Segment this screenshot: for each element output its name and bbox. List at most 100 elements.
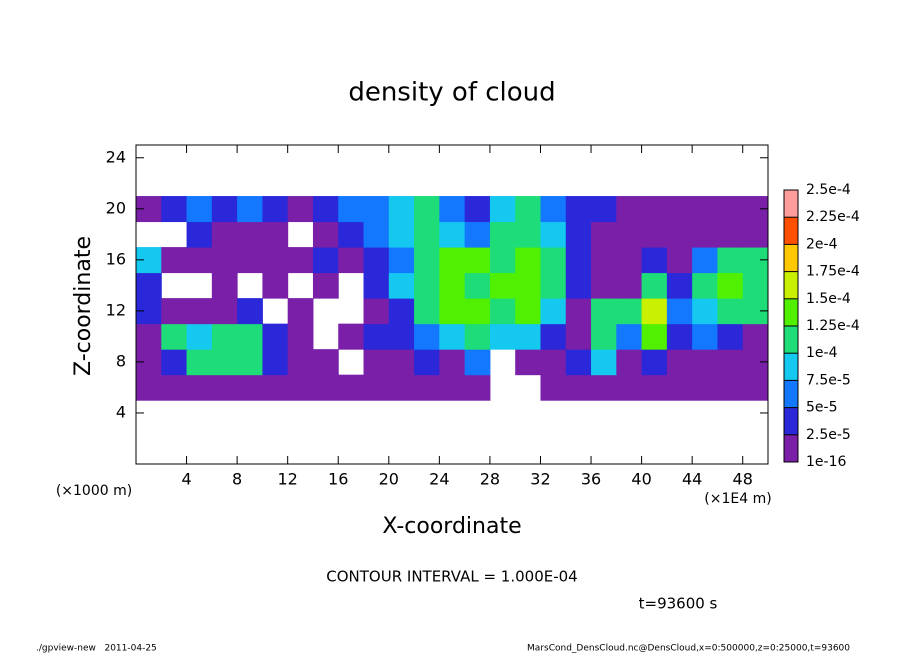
heat-cell <box>186 221 213 248</box>
heat-cell <box>591 221 617 248</box>
heat-cell <box>287 374 314 401</box>
heat-cell <box>692 374 718 401</box>
x-tick-label: 4 <box>181 470 191 489</box>
colorbar-label: 1.25e-4 <box>806 318 860 334</box>
heat-cell <box>388 247 415 274</box>
heat-cell <box>692 349 718 376</box>
x-tick-label: 44 <box>682 470 702 489</box>
heat-cell <box>237 349 263 376</box>
y-tick-label: 16 <box>106 249 126 268</box>
heat-cell <box>540 298 567 325</box>
heat-cell <box>717 221 744 248</box>
heat-cell <box>414 349 440 376</box>
heat-cell <box>287 349 314 376</box>
y-unit: (×1000 m) <box>56 483 132 499</box>
x-tick-label: 20 <box>379 470 399 489</box>
heat-cell <box>414 298 440 325</box>
colorbar-label: 2.5e-5 <box>806 427 851 443</box>
heat-cell <box>565 323 592 350</box>
contour-note: CONTOUR INTERVAL = 1.000E-04 <box>326 568 577 586</box>
colorbar-label: 1.75e-4 <box>806 264 860 280</box>
heat-cell <box>388 323 415 350</box>
heat-cell <box>186 298 213 325</box>
heat-cell <box>338 247 365 274</box>
colorbar-label: 1e-4 <box>806 345 838 361</box>
heat-cell <box>692 298 718 325</box>
heat-cell <box>237 374 263 401</box>
colorbar-band <box>784 298 798 326</box>
heat-cell <box>237 323 263 350</box>
x-tick-label: 40 <box>631 470 651 489</box>
heat-cell <box>237 298 263 325</box>
footer-right: MarsCond_DensCloud.nc@DensCloud,x=0:5000… <box>527 644 850 654</box>
heat-cell <box>262 221 289 248</box>
heat-cell <box>211 323 238 350</box>
heat-cell <box>388 272 415 299</box>
heat-cell <box>211 349 238 376</box>
heat-cell <box>211 247 238 274</box>
heat-cell <box>388 349 415 376</box>
heat-cell <box>136 323 162 350</box>
heat-cell <box>186 196 213 223</box>
heat-cell <box>262 272 289 299</box>
heat-cell <box>211 221 238 248</box>
heat-cell <box>464 323 491 350</box>
heat-cell <box>616 323 643 350</box>
colorbar-band <box>784 380 798 408</box>
heat-cell <box>161 196 188 223</box>
colorbar-band <box>784 244 798 272</box>
heat-cell <box>363 323 390 350</box>
heat-cell <box>338 374 365 401</box>
heat-cell <box>717 247 744 274</box>
x-tick-label: 24 <box>429 470 449 489</box>
time-note: t=93600 s <box>639 595 718 613</box>
x-tick-label: 36 <box>581 470 601 489</box>
heat-cell <box>464 196 491 223</box>
heat-cell <box>616 349 643 376</box>
heat-cell <box>616 221 643 248</box>
y-axis-label: Z-coordinate <box>71 236 96 376</box>
heat-cell <box>338 323 365 350</box>
y-tick-label: 24 <box>106 147 126 166</box>
colorbar-label: 2.25e-4 <box>806 209 860 225</box>
x-tick-label: 48 <box>733 470 753 489</box>
heat-cell <box>262 349 289 376</box>
heat-cell <box>515 272 541 299</box>
x-axis-label: X-coordinate <box>382 514 521 539</box>
heat-cell <box>540 196 567 223</box>
heat-cell <box>388 196 415 223</box>
heat-cell <box>237 247 263 274</box>
heat-cell <box>565 221 592 248</box>
heat-cell <box>287 196 314 223</box>
heat-cell <box>565 298 592 325</box>
heat-cell <box>211 298 238 325</box>
heat-cell <box>211 196 238 223</box>
heat-cell <box>540 323 567 350</box>
heat-cell <box>136 272 162 299</box>
heat-cell <box>616 247 643 274</box>
heat-cell <box>186 323 213 350</box>
colorbar-band <box>784 353 798 381</box>
x-tick-label: 12 <box>278 470 298 489</box>
heat-cell <box>717 349 744 376</box>
heat-cell <box>616 374 643 401</box>
colorbar-band <box>784 407 798 435</box>
colorbar-label: 7.5e-5 <box>806 372 851 388</box>
heat-cell <box>338 221 365 248</box>
heat-cell <box>692 196 718 223</box>
heat-cell <box>211 374 238 401</box>
heat-cell <box>717 374 744 401</box>
heat-cell <box>363 349 390 376</box>
heat-cell <box>565 196 592 223</box>
heat-cell <box>312 196 339 223</box>
colorbar-band <box>784 326 798 354</box>
heat-cell <box>363 247 390 274</box>
heat-cell <box>515 247 541 274</box>
y-tick-label: 4 <box>116 402 126 421</box>
heat-cell <box>161 323 188 350</box>
heat-cell <box>414 323 440 350</box>
heat-cell <box>136 374 162 401</box>
heat-cell <box>565 247 592 274</box>
